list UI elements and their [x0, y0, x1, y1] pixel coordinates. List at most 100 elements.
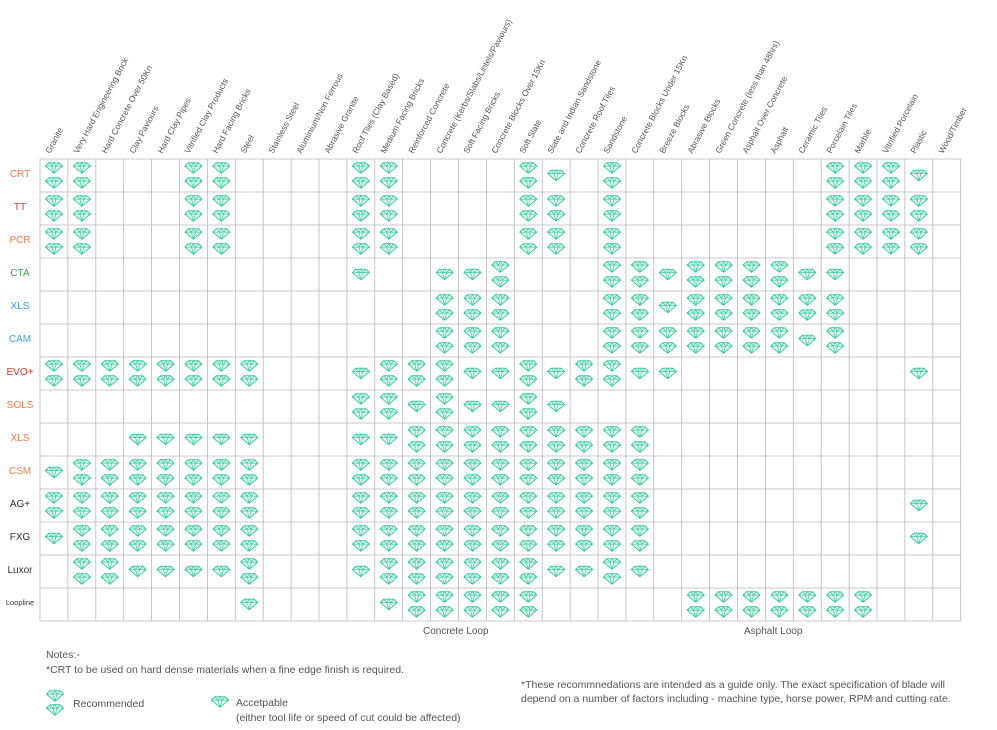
acceptable-gem-icon	[491, 367, 510, 380]
recommended-gem-icon	[881, 177, 901, 189]
recommended-gem-icon	[184, 210, 203, 222]
recommended-gem-icon	[100, 474, 119, 486]
acceptable-gem-icon	[546, 367, 566, 380]
acceptable-gem-icon	[212, 565, 231, 578]
recommended-gem-icon	[742, 342, 761, 354]
recommended-gem-icon	[463, 459, 482, 471]
recommended-gem-icon	[546, 243, 566, 255]
recommended-gem-icon	[435, 474, 454, 486]
recommended-gem-icon	[379, 492, 398, 504]
recommended-gem-icon	[379, 195, 398, 207]
recommended-gem-icon	[435, 459, 454, 471]
recommended-gem-icon	[212, 243, 231, 255]
recommended-gem-icon	[909, 195, 929, 207]
recommended-gem-icon	[379, 459, 398, 471]
blade-label: CSM	[8, 465, 32, 477]
recommended-gem-icon	[519, 525, 538, 537]
acceptable-gem-icon	[351, 268, 371, 281]
recommended-gem-icon	[435, 441, 454, 453]
recommended-gem-icon	[156, 375, 175, 387]
recommended-gem-icon	[546, 459, 566, 471]
recommended-gem-icon	[45, 690, 65, 702]
recommended-gem-icon	[519, 195, 538, 207]
recommended-gem-icon	[825, 162, 845, 174]
acceptable-gem-icon	[463, 268, 482, 281]
recommended-gem-icon	[798, 591, 817, 603]
recommended-gem-icon	[212, 360, 231, 372]
recommended-gem-icon	[435, 558, 454, 570]
recommended-gem-icon	[519, 210, 538, 222]
recommended-gem-icon	[435, 525, 454, 537]
recommended-gem-icon	[546, 426, 566, 438]
recommended-gem-icon	[491, 426, 510, 438]
recommended-gem-icon	[686, 342, 705, 354]
recommended-gem-icon	[44, 375, 64, 387]
recommended-gem-icon	[574, 525, 594, 537]
recommended-gem-icon	[351, 492, 371, 504]
recommended-gem-icon	[407, 525, 426, 537]
recommended-gem-icon	[602, 507, 622, 519]
recommended-gem-icon	[770, 327, 789, 339]
recommended-gem-icon	[825, 342, 845, 354]
recommended-gem-icon	[184, 525, 203, 537]
recommended-gem-icon	[574, 375, 594, 387]
recommended-gem-icon	[212, 162, 231, 174]
recommended-gem-icon	[714, 327, 733, 339]
recommended-gem-icon	[351, 228, 371, 240]
recommended-gem-icon	[574, 492, 594, 504]
recommended-gem-icon	[770, 276, 789, 288]
recommended-gem-icon	[519, 573, 538, 585]
recommended-gem-icon	[686, 276, 705, 288]
recommended-gem-icon	[491, 459, 510, 471]
recommended-gem-icon	[128, 360, 147, 372]
recommended-gem-icon	[184, 540, 203, 552]
recommended-gem-icon	[519, 426, 538, 438]
recommended-gem-icon	[881, 210, 901, 222]
recommended-gem-icon	[72, 525, 92, 537]
acceptable-gem-icon	[435, 268, 454, 281]
recommended-gem-icon	[351, 393, 371, 405]
recommended-gem-icon	[602, 294, 622, 306]
blade-label: SOLS	[6, 399, 34, 411]
recommended-gem-icon	[491, 507, 510, 519]
recommended-gem-icon	[463, 525, 482, 537]
acceptable-gem-icon	[658, 301, 677, 314]
recommended-gem-icon	[435, 426, 454, 438]
recommended-gem-icon	[519, 177, 538, 189]
recommended-gem-icon	[184, 195, 203, 207]
recommended-gem-icon	[184, 162, 203, 174]
acceptable-gem-icon	[44, 466, 64, 479]
recommended-gem-icon	[407, 558, 426, 570]
recommended-gem-icon	[156, 360, 175, 372]
recommended-gem-icon	[435, 507, 454, 519]
recommended-gem-icon	[184, 375, 203, 387]
recommended-gem-icon	[240, 375, 259, 387]
recommended-gem-icon	[519, 441, 538, 453]
recommended-gem-icon	[602, 525, 622, 537]
recommended-gem-icon	[435, 393, 454, 405]
recommended-gem-icon	[825, 606, 845, 618]
recommended-gem-icon	[519, 507, 538, 519]
recommended-gem-icon	[825, 177, 845, 189]
recommended-gem-icon	[44, 162, 64, 174]
recommended-gem-icon	[602, 195, 622, 207]
recommended-gem-icon	[379, 177, 398, 189]
recommended-gem-icon	[407, 459, 426, 471]
recommended-gem-icon	[491, 492, 510, 504]
recommended-gem-icon	[240, 459, 259, 471]
asphalt-loop-label: Asphalt Loop	[744, 626, 803, 637]
recommended-gem-icon	[379, 558, 398, 570]
blade-label: XLS	[10, 432, 30, 444]
recommended-gem-icon	[853, 177, 873, 189]
recommended-gem-icon	[546, 507, 566, 519]
recommended-gem-icon	[630, 540, 650, 552]
recommended-gem-icon	[770, 606, 789, 618]
recommended-gem-icon	[184, 243, 203, 255]
recommended-gem-icon	[881, 228, 901, 240]
recommended-gem-icon	[128, 492, 147, 504]
acceptable-gem-icon	[463, 367, 482, 380]
recommended-gem-icon	[602, 210, 622, 222]
recommended-gem-icon	[853, 210, 873, 222]
recommended-gem-icon	[602, 474, 622, 486]
recommended-gem-icon	[240, 573, 259, 585]
